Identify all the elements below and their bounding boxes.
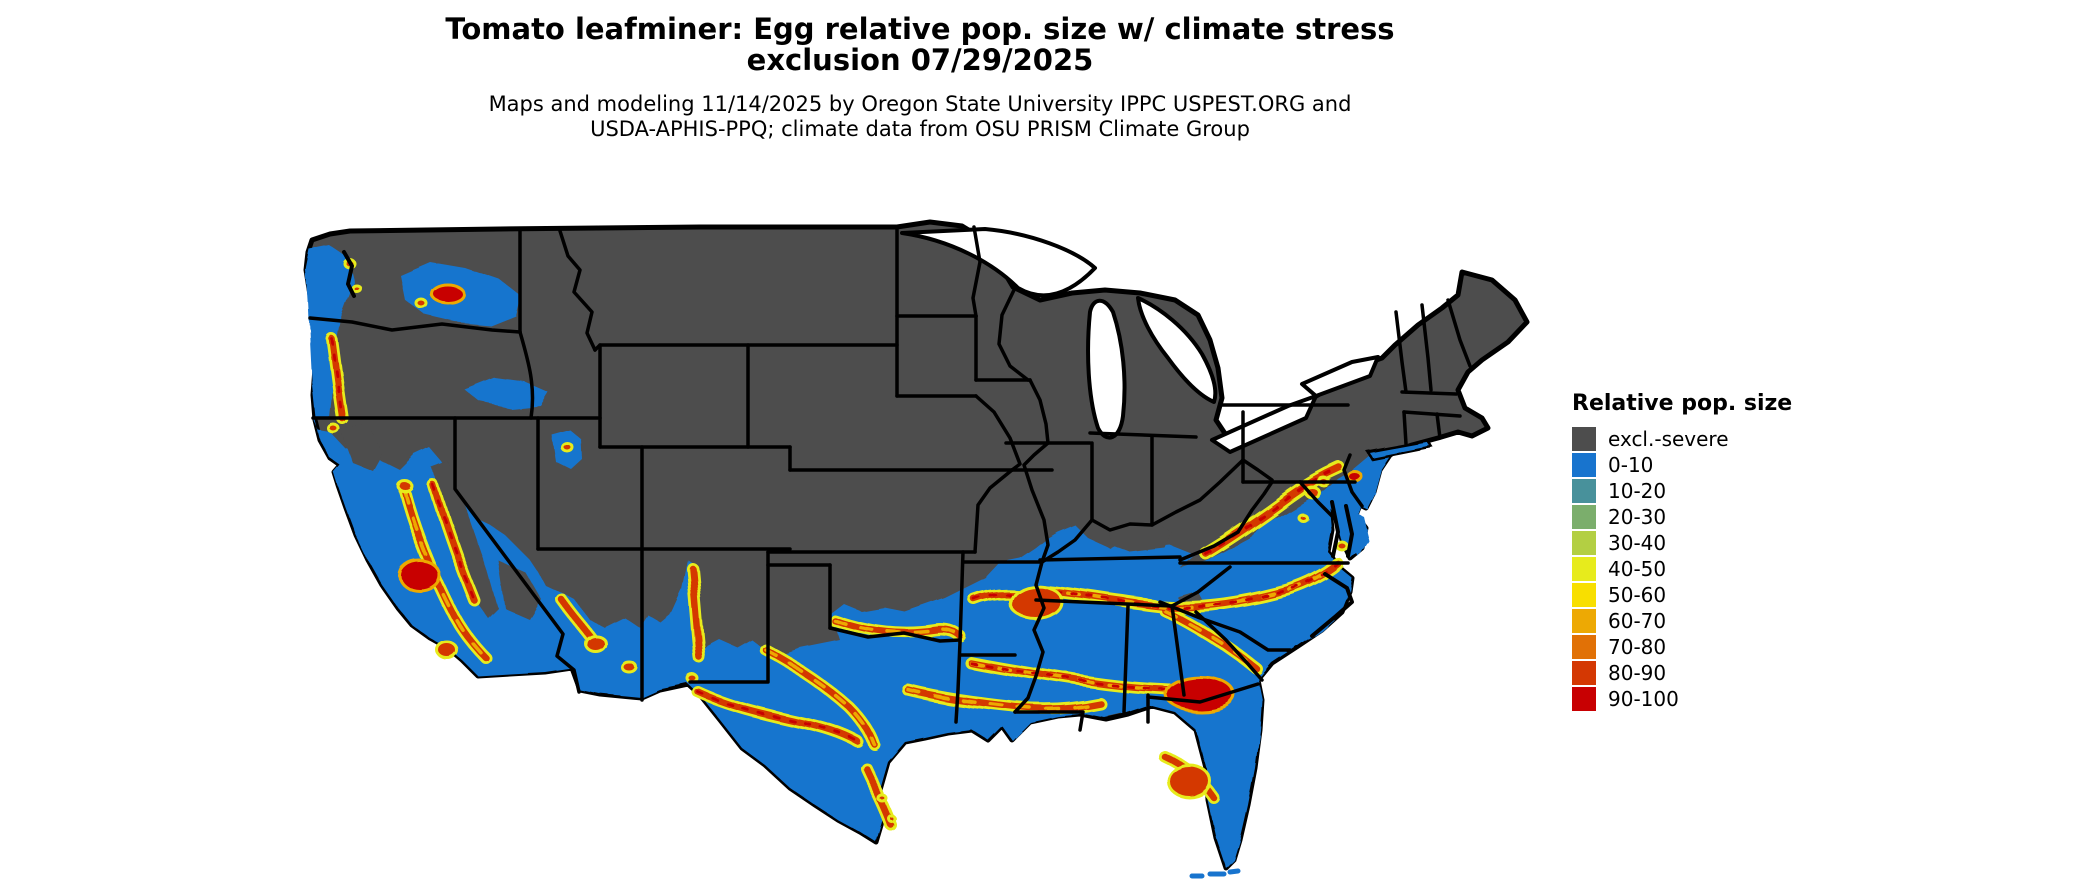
legend-label: 0-10 [1608,453,1654,477]
legend-label: 50-60 [1608,583,1667,607]
title-line-1: Tomato leafminer: Egg relative pop. size… [445,12,1395,46]
chesapeake-bay [1344,504,1354,558]
legend-label: 90-100 [1608,687,1679,711]
chart-subtitle: Maps and modeling 11/14/2025 by Oregon S… [0,92,1840,142]
legend-title: Relative pop. size [1572,391,1793,416]
subtitle-line-2: USDA-APHIS-PPQ; climate data from OSU PR… [590,117,1250,142]
legend-swatch [1572,687,1596,711]
legend-item-1: 0-10 [1572,452,1872,478]
legend-swatch [1572,531,1596,555]
legend-swatch [1572,661,1596,685]
puget-sound [342,250,356,298]
title-line-2: exclusion 07/29/2025 [746,42,1094,77]
legend-item-5: 40-50 [1572,556,1872,582]
legend-swatch [1572,453,1596,477]
map-mountain-exclusions [340,425,1205,618]
legend-swatch [1572,635,1596,659]
legend-item-7: 60-70 [1572,608,1872,634]
map-suitable-region [306,246,1435,868]
florida-keys [1189,868,1241,879]
legend-label: 40-50 [1608,557,1667,581]
legend-swatch [1572,427,1596,451]
legend-swatch [1572,583,1596,607]
lake-ontario [1300,355,1380,398]
legend-label: 60-70 [1608,609,1667,633]
legend-item-9: 80-90 [1572,660,1872,686]
legend-label: 30-40 [1608,531,1667,555]
chesapeake-bay [1330,500,1340,558]
legend-item-3: 20-30 [1572,504,1872,530]
lake-erie [1210,394,1318,454]
legend-item-4: 30-40 [1572,530,1872,556]
legend-item-8: 70-80 [1572,634,1872,660]
legend-label: 80-90 [1608,661,1667,685]
legend: Relative pop. size excl.-severe 0-10 10-20… [1572,391,1872,712]
legend-items: excl.-severe 0-10 10-20 20-30 30-40 40-50 50-6… [1572,426,1872,712]
legend-swatch [1572,557,1596,581]
lake-superior [900,227,1097,298]
outer-banks [1310,572,1354,638]
legend-swatch [1572,479,1596,503]
legend-item-0: excl.-severe [1572,426,1872,452]
legend-label: excl.-severe [1608,427,1729,451]
legend-swatch [1572,609,1596,633]
subtitle-line-1: Maps and modeling 11/14/2025 by Oregon S… [488,92,1352,116]
legend-swatch [1572,505,1596,529]
chart-title: Tomato leafminer: Egg relative pop. size… [0,14,1840,75]
state-borders [308,225,1472,732]
legend-item-6: 50-60 [1572,582,1872,608]
lake-huron [1136,296,1218,404]
coast-details [342,250,1354,879]
legend-item-10: 90-100 [1572,686,1872,712]
legend-label: 20-30 [1608,505,1667,529]
great-lakes [900,227,1380,454]
legend-label: 10-20 [1608,479,1667,503]
legend-label: 70-80 [1608,635,1667,659]
legend-item-2: 10-20 [1572,478,1872,504]
lake-michigan [1086,298,1127,440]
